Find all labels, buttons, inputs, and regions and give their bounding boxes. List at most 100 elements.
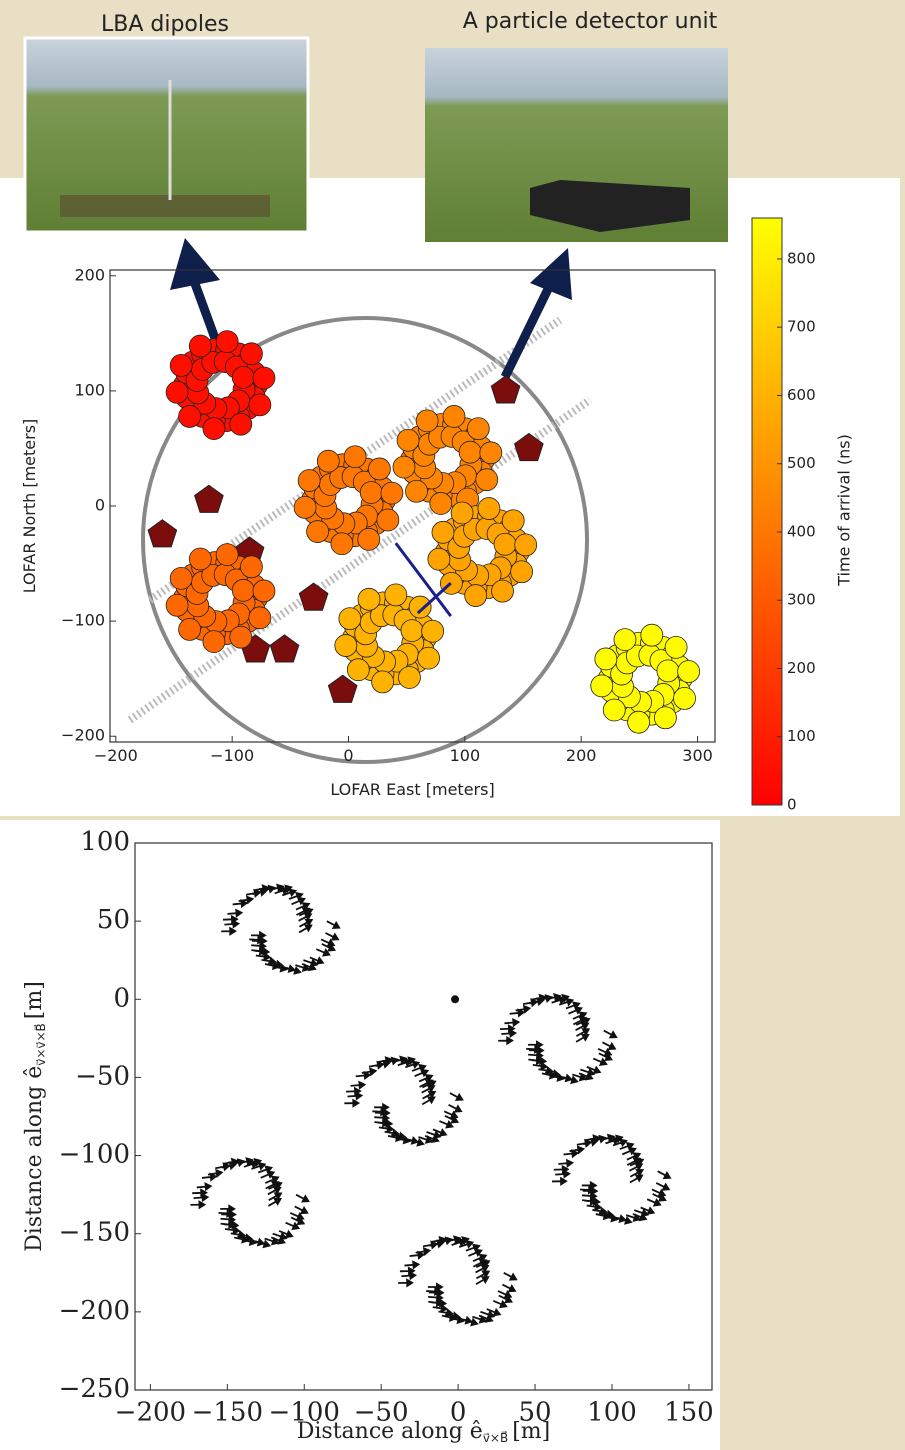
antenna xyxy=(232,579,254,601)
x-tick-label: 100 xyxy=(587,1397,637,1427)
antenna xyxy=(381,482,403,504)
antenna xyxy=(216,544,238,566)
antenna xyxy=(657,660,679,682)
colorbar-tick-label: 700 xyxy=(787,318,816,336)
antenna xyxy=(189,335,211,357)
ylabel-part: Distance along ê xyxy=(22,1066,47,1252)
antenna xyxy=(249,607,271,629)
antenna xyxy=(443,405,465,427)
antenna xyxy=(405,480,427,502)
colorbar-label: Time of arrival (ns) xyxy=(835,434,854,587)
antenna xyxy=(179,618,201,640)
antenna xyxy=(230,413,252,435)
antenna xyxy=(502,510,524,532)
antenna xyxy=(418,647,440,669)
ylabel-part: v⃗×v⃗×B⃗ xyxy=(32,1023,47,1066)
antenna xyxy=(595,648,617,670)
antenna xyxy=(401,620,423,642)
antenna xyxy=(232,366,254,388)
y-tick-label: −100 xyxy=(59,1140,130,1170)
y-tick-label: 0 xyxy=(95,496,105,515)
antenna xyxy=(476,469,498,491)
antenna xyxy=(397,429,419,451)
antenna xyxy=(249,394,271,416)
colorbar xyxy=(752,218,782,805)
y-tick-label: −150 xyxy=(59,1218,130,1248)
xlabel-part: LOFAR East [meters] xyxy=(330,780,494,799)
antenna xyxy=(641,624,663,646)
antenna xyxy=(416,410,438,432)
antenna xyxy=(240,343,262,365)
antenna xyxy=(665,636,687,658)
antenna xyxy=(515,534,537,556)
antenna xyxy=(385,584,407,606)
antenna xyxy=(478,498,500,520)
x-tick-label: 150 xyxy=(664,1397,714,1427)
x-tick-label: 100 xyxy=(450,746,481,765)
x-tick-label: −200 xyxy=(94,746,138,765)
antenna xyxy=(294,496,316,518)
antenna xyxy=(347,659,369,681)
antenna xyxy=(298,470,320,492)
antenna xyxy=(409,596,431,618)
antenna xyxy=(511,561,533,583)
colorbar-tick-label: 500 xyxy=(787,454,816,472)
antenna xyxy=(432,521,454,543)
antenna xyxy=(166,381,188,403)
antenna xyxy=(459,441,481,463)
antenna xyxy=(189,548,211,570)
antenna xyxy=(674,687,696,709)
antenna xyxy=(253,580,275,602)
y-tick-label: −100 xyxy=(61,611,105,630)
antenna xyxy=(422,620,444,642)
photo-label: A particle detector unit xyxy=(463,9,718,34)
x-tick-label: 300 xyxy=(682,746,713,765)
y-tick-label: −50 xyxy=(75,1061,130,1091)
x-tick-label: −100 xyxy=(210,746,254,765)
colorbar-tick-label: 400 xyxy=(787,522,816,540)
antenna xyxy=(170,567,192,589)
antenna xyxy=(494,533,516,555)
x-tick-label: −150 xyxy=(192,1397,263,1427)
colorbar-tick-label: 800 xyxy=(787,249,816,267)
y-tick-label: −200 xyxy=(61,726,105,745)
antenna xyxy=(307,521,329,543)
y-tick-label: 0 xyxy=(113,983,130,1013)
colorbar-tick-label: 100 xyxy=(787,727,816,745)
xlabel-part: [m] xyxy=(512,1419,550,1444)
y-tick-label: 200 xyxy=(74,265,105,284)
antenna xyxy=(216,331,238,353)
antenna xyxy=(430,492,452,514)
antenna xyxy=(465,585,487,607)
antenna xyxy=(492,580,514,602)
x-tick-label: 200 xyxy=(566,746,597,765)
antenna xyxy=(467,418,489,440)
antenna xyxy=(451,502,473,524)
antenna xyxy=(253,367,275,389)
antenna xyxy=(358,528,380,550)
antenna xyxy=(339,608,361,630)
y-tick-label: 50 xyxy=(97,905,130,935)
antenna xyxy=(428,548,450,570)
core-point xyxy=(451,995,459,1003)
antenna xyxy=(335,635,357,657)
xlabel-part: Distance along ê xyxy=(297,1419,483,1444)
antenna xyxy=(372,671,394,693)
xlabel: Distance along êv⃗×B⃗ [m] xyxy=(297,1419,551,1445)
figure: LBA dipoles A particle detector unit −20… xyxy=(0,0,905,1450)
antenna xyxy=(393,456,415,478)
antenna xyxy=(591,675,613,697)
colorbar-tick-label: 0 xyxy=(787,796,797,814)
antenna xyxy=(377,509,399,531)
antenna xyxy=(628,711,650,733)
antenna xyxy=(344,446,366,468)
antenna xyxy=(614,629,636,651)
antenna xyxy=(230,626,252,648)
y-tick-label: −200 xyxy=(59,1296,130,1326)
photo-label: LBA dipoles xyxy=(101,12,229,37)
antenna xyxy=(398,666,420,688)
antenna xyxy=(654,707,676,729)
xlabel-part: v⃗×B⃗ xyxy=(483,1429,508,1444)
antenna xyxy=(480,442,502,464)
colorbar-tick-label: 600 xyxy=(787,386,816,404)
